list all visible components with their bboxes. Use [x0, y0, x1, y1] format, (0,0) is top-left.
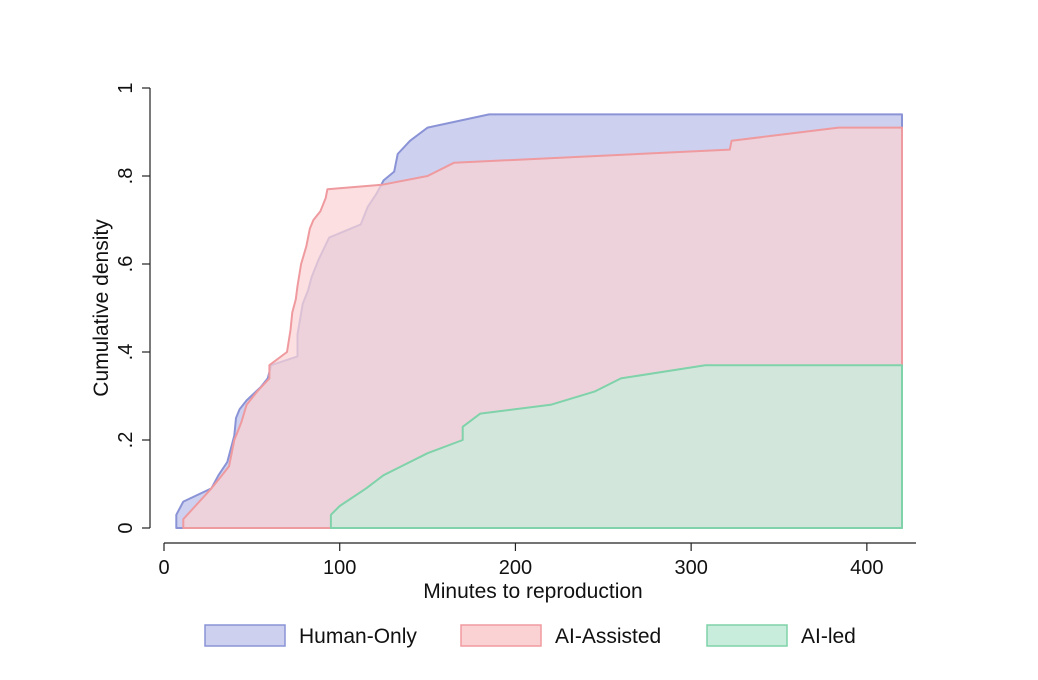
legend-label-ai-led: AI-led: [801, 625, 856, 648]
y-tick-label: .6: [115, 256, 137, 273]
x-tick-label: 100: [323, 557, 356, 579]
axes: [149, 88, 916, 544]
legend-swatch-ai-led: [706, 624, 788, 647]
legend-label-ai-assisted: AI-Assisted: [555, 625, 661, 648]
y-tick-label: .2: [115, 432, 137, 449]
legend-swatch-ai-assisted: [460, 624, 542, 647]
y-axis-title: Cumulative density: [90, 219, 113, 397]
y-tick-label: .8: [115, 168, 137, 185]
legend-swatch-human-only: [204, 624, 286, 647]
x-tick-label: 0: [158, 557, 169, 579]
y-tick-label: .4: [115, 344, 137, 361]
y-ticks: 0 .2 .4 .6 .8 1: [115, 82, 150, 534]
legend: Human-Only AI-Assisted AI-led: [204, 624, 856, 648]
x-ticks: 0 100 200 300 400: [158, 543, 884, 579]
series-area-ai-led: [329, 364, 903, 529]
x-tick-label: 400: [850, 557, 883, 579]
y-tick-label: 1: [115, 82, 137, 93]
legend-label-human-only: Human-Only: [299, 625, 417, 648]
y-tick-label: 0: [115, 522, 137, 533]
x-tick-label: 200: [499, 557, 532, 579]
x-axis-title: Minutes to reproduction: [423, 580, 642, 603]
series-areas: [175, 113, 903, 529]
x-tick-label: 300: [674, 557, 707, 579]
